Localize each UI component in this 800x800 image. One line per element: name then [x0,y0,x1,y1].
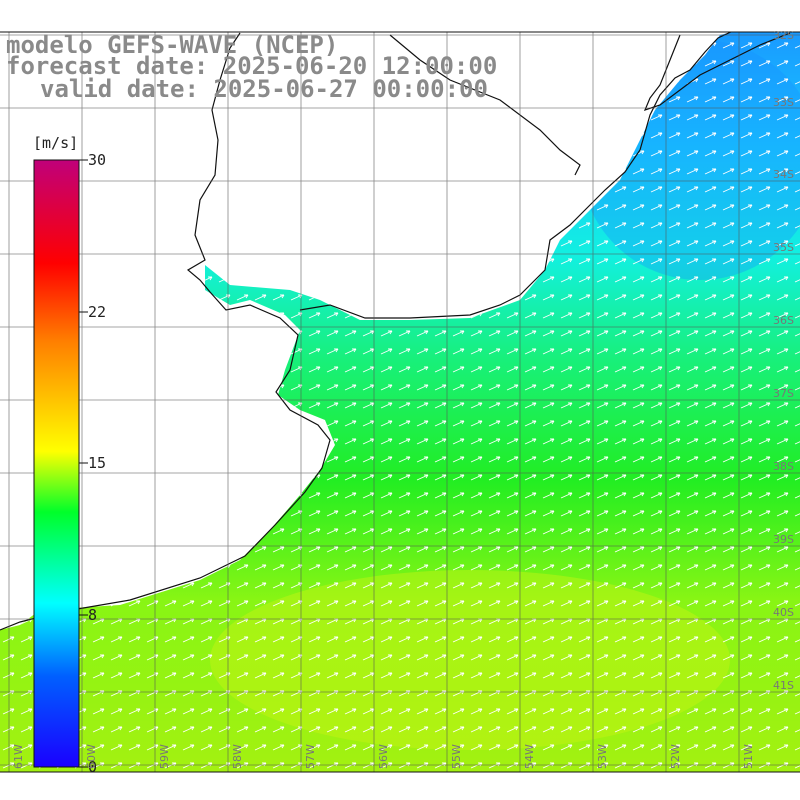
lon-label: 59W [158,744,171,769]
forecast-date: forecast date: 2025-06-20 12:00:00 [6,52,498,80]
model-title: modelo GEFS-WAVE (NCEP) [6,31,339,59]
top-margin [0,0,800,32]
lon-label: 60W [85,744,98,769]
colorbar-tick-0: 0 [88,758,98,776]
lat-label: 39S [773,533,794,546]
lon-label: 55W [450,744,463,769]
lat-label: 40S [773,606,794,619]
valid-date: valid date: 2025-06-27 00:00:00 [40,75,488,103]
lon-label: 53W [596,744,609,769]
lat-label: 35S [773,241,794,254]
colorbar-tick-22: 22 [88,303,107,321]
lat-label: 38S [773,460,794,473]
colorbar-tick-15: 15 [88,454,107,472]
lon-label: 61W [12,744,25,769]
lat-label: 34S [773,168,794,181]
lon-label: 57W [304,744,317,769]
lat-label: 33S [773,96,794,109]
lat-label: 41S [773,679,794,692]
colorbar-tick-8: 8 [88,606,98,624]
colorbar-gradient [33,159,80,768]
lon-label: 51W [742,744,755,769]
lat-label: 32S [773,29,794,42]
lat-label: 37S [773,387,794,400]
colorbar-unit: [m/s] [33,134,79,152]
colorbar-tick-30: 30 [88,151,107,169]
lon-label: 58W [231,744,244,769]
lat-label: 36S [773,314,794,327]
lon-label: 56W [377,744,390,769]
colorbar [33,159,88,768]
bottom-margin [0,772,800,800]
lon-label: 54W [523,744,536,769]
lon-label: 52W [669,744,682,769]
